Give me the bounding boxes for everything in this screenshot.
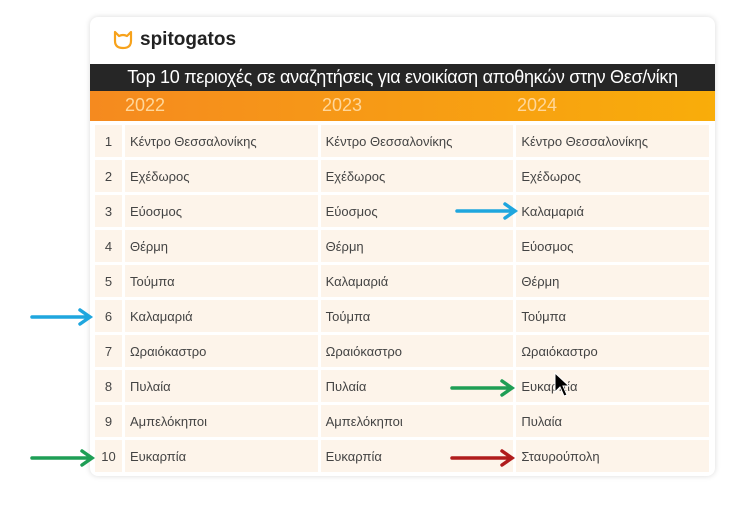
cell-2024: Τούμπα: [516, 300, 710, 332]
cat-icon: [113, 30, 133, 50]
brand-logo: spitogatos: [112, 29, 236, 51]
brand-name: spitogatos: [140, 29, 237, 50]
cell-2022: Εύοσμος: [124, 195, 318, 227]
table-row: 10 Ευκαρπία Ευκαρπία Σταυρούπολη: [95, 440, 712, 475]
rank-cell: 9: [95, 405, 122, 437]
table-row: 7 Ωραιόκαστρο Ωραιόκαστρο Ωραιόκαστρο: [95, 335, 712, 370]
cell-2024: Ωραιόκαστρο: [516, 335, 710, 367]
green-arrow-icon: [30, 449, 96, 467]
cell-2023: Ευκαρπία: [320, 440, 514, 472]
cell-2022: Ωραιόκαστρο: [124, 335, 318, 367]
cell-2024: Καλαμαριά: [516, 195, 710, 227]
cell-2023: Αμπελόκηποι: [320, 405, 514, 437]
cell-2024: Κέντρο Θεσσαλονίκης: [516, 125, 710, 157]
cell-2023: Καλαμαριά: [320, 265, 514, 297]
rank-cell: 3: [95, 195, 122, 227]
table-row: 6 Καλαμαριά Τούμπα Τούμπα: [95, 300, 712, 335]
year-2022: 2022: [125, 95, 166, 115]
cell-2022: Τούμπα: [124, 265, 318, 297]
mouse-cursor-icon: [554, 372, 570, 397]
green-arrow-icon: [450, 379, 516, 397]
year-2024: 2024: [517, 95, 558, 115]
cell-2024: Πυλαία: [516, 405, 710, 437]
cell-2022: Αμπελόκηποι: [124, 405, 318, 437]
table-row: 1 Κέντρο Θεσσαλονίκης Κέντρο Θεσσαλονίκης Κ…: [95, 125, 712, 160]
year-header: 2022 2023 2024: [90, 91, 715, 121]
year-2023: 2023: [322, 95, 363, 115]
cell-2024: Θέρμη: [516, 265, 710, 297]
table-row: 8 Πυλαία Πυλαία Ευκαρπία: [95, 370, 712, 405]
cell-2023: Τούμπα: [320, 300, 514, 332]
rank-cell: 2: [95, 160, 122, 192]
table-row: 5 Τούμπα Καλαμαριά Θέρμη: [95, 265, 712, 300]
cell-2023: Εχέδωρος: [320, 160, 514, 192]
table-row: 3 Εύοσμος Εύοσμος Καλαμαριά: [95, 195, 712, 230]
rank-cell: 1: [95, 125, 122, 157]
cell-2024: Εύοσμος: [516, 230, 710, 262]
table-row: 2 Εχέδωρος Εχέδωρος Εχέδωρος: [95, 160, 712, 195]
cell-2022: Κέντρο Θεσσαλονίκης: [124, 125, 318, 157]
rank-cell: 7: [95, 335, 122, 367]
cell-2023: Κέντρο Θεσσαλονίκης: [320, 125, 514, 157]
cell-2022: Θέρμη: [124, 230, 318, 262]
blue-arrow-icon: [455, 202, 519, 220]
rank-cell: 4: [95, 230, 122, 262]
ranking-table: 1 Κέντρο Θεσσαλονίκης Κέντρο Θεσσαλονίκης Κ…: [95, 125, 712, 475]
cell-2022: Πυλαία: [124, 370, 318, 402]
table-row: 4 Θέρμη Θέρμη Εύοσμος: [95, 230, 712, 265]
cell-2024: Εχέδωρος: [516, 160, 710, 192]
rank-cell: 5: [95, 265, 122, 297]
cell-2022: Εχέδωρος: [124, 160, 318, 192]
cell-2022: Καλαμαριά: [124, 300, 318, 332]
cell-2024: Ευκαρπία: [516, 370, 710, 402]
ranking-card: spitogatos Top 10 περιοχές σε αναζητήσει…: [90, 17, 715, 476]
blue-arrow-icon: [30, 308, 94, 326]
cell-2023: Πυλαία: [320, 370, 514, 402]
table-title: Top 10 περιοχές σε αναζητήσεις για ενοικ…: [90, 64, 715, 91]
cell-2023: Θέρμη: [320, 230, 514, 262]
cell-2022: Ευκαρπία: [124, 440, 318, 472]
cell-2024: Σταυρούπολη: [516, 440, 710, 472]
table-row: 9 Αμπελόκηποι Αμπελόκηποι Πυλαία: [95, 405, 712, 440]
cell-2023: Ωραιόκαστρο: [320, 335, 514, 367]
red-arrow-icon: [450, 449, 516, 467]
rank-cell: 6: [95, 300, 122, 332]
rank-cell: 8: [95, 370, 122, 402]
rank-cell: 10: [95, 440, 122, 472]
